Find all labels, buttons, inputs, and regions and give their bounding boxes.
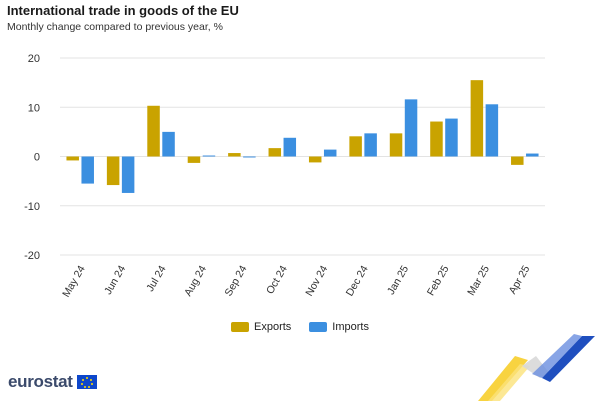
legend: Exports Imports <box>0 321 600 333</box>
legend-item-imports[interactable]: Imports <box>309 321 369 333</box>
y-tick-label: 10 <box>28 102 40 114</box>
y-tick-label: -10 <box>24 201 40 213</box>
x-tick-label: Jun 24 <box>102 263 128 296</box>
x-tick-label: Apr 25 <box>507 263 533 296</box>
bar-imports <box>526 153 539 157</box>
bar-imports <box>445 118 458 157</box>
bar-imports <box>81 156 94 184</box>
x-tick-label: May 24 <box>60 263 88 299</box>
x-tick-label: Aug 24 <box>182 263 209 298</box>
chart-title: International trade in goods of the EU <box>7 3 239 18</box>
bar-exports <box>147 105 160 157</box>
eurostat-logo: eurostat <box>8 372 97 392</box>
x-tick-label: Jan 25 <box>385 263 411 296</box>
bar-imports <box>243 156 256 158</box>
x-tick-label: Sep 24 <box>222 263 249 298</box>
legend-swatch-exports <box>231 322 249 332</box>
bar-exports <box>511 156 524 165</box>
x-tick-label: Nov 24 <box>303 263 330 298</box>
bar-exports <box>308 156 322 163</box>
bar-imports <box>283 137 297 157</box>
bar-exports <box>268 148 282 157</box>
bar-imports <box>364 133 377 157</box>
bar-exports <box>228 153 241 157</box>
bar-imports <box>323 149 337 157</box>
legend-label-exports: Exports <box>254 321 292 333</box>
bar-imports <box>121 156 135 193</box>
chart-subtitle: Monthly change compared to previous year… <box>7 21 223 33</box>
bar-exports <box>187 156 201 163</box>
legend-item-exports[interactable]: Exports <box>231 321 291 333</box>
bar-imports <box>485 104 499 157</box>
y-tick-label: 0 <box>34 152 40 164</box>
legend-label-imports: Imports <box>332 321 369 333</box>
x-tick-label: Dec 24 <box>344 263 371 298</box>
x-tick-label: Feb 25 <box>425 263 452 297</box>
x-tick-label: Oct 24 <box>264 263 290 296</box>
y-tick-label: -20 <box>24 250 40 262</box>
decorative-stripes-icon <box>478 334 595 401</box>
eu-flag-icon <box>76 375 97 389</box>
bar-exports <box>470 80 484 157</box>
bar-exports <box>106 156 120 186</box>
y-tick-label: 20 <box>28 53 40 65</box>
bar-exports <box>66 156 79 161</box>
bar-exports <box>389 133 403 157</box>
bar-chart: 20 10 0 -10 -20 May 24 Jun 24 Jul 24 Aug 24 Sep 2… <box>24 53 545 299</box>
legend-swatch-imports <box>309 322 328 332</box>
x-tick-label: Jul 24 <box>144 263 168 293</box>
bar-exports <box>430 121 443 157</box>
bar-imports <box>404 99 418 157</box>
bar-imports <box>162 131 175 157</box>
bar-imports <box>202 155 216 157</box>
brand-name: eurostat <box>8 372 73 391</box>
bar-exports <box>349 136 362 157</box>
x-tick-label: Mar 25 <box>465 263 492 297</box>
